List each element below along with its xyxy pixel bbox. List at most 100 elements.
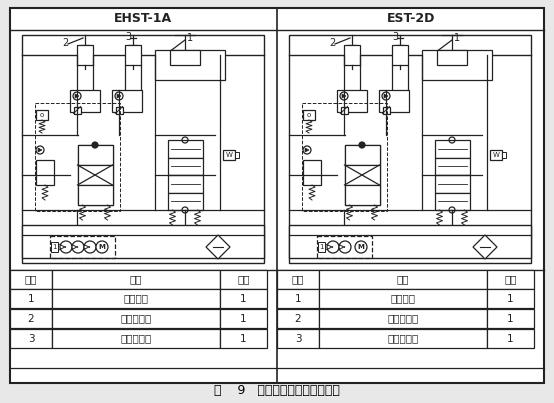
Text: 1: 1 — [454, 33, 460, 43]
Text: 名称: 名称 — [130, 274, 142, 285]
Circle shape — [382, 92, 390, 100]
Bar — [277, 309, 319, 328]
Bar — [422, 50, 492, 80]
Bar — [78, 185, 112, 205]
Text: 1: 1 — [240, 293, 247, 303]
Bar — [289, 225, 531, 258]
Bar — [10, 289, 52, 308]
Bar — [115, 106, 122, 114]
Bar — [502, 152, 506, 158]
Bar — [337, 90, 367, 112]
Text: 序号: 序号 — [292, 274, 304, 285]
Bar — [22, 225, 264, 258]
Bar — [344, 45, 360, 65]
Bar — [277, 289, 319, 308]
Text: W: W — [493, 152, 500, 158]
Bar — [345, 185, 379, 205]
Bar — [125, 45, 141, 65]
Bar — [487, 270, 534, 289]
Text: 主控制阀: 主控制阀 — [391, 293, 416, 303]
Bar — [74, 106, 80, 114]
Bar — [220, 309, 267, 328]
Bar — [487, 289, 534, 308]
Circle shape — [96, 241, 108, 253]
Text: 1: 1 — [240, 334, 247, 343]
Bar — [36, 110, 48, 120]
Bar — [22, 35, 264, 263]
Bar — [170, 50, 200, 65]
Text: 2: 2 — [329, 38, 335, 48]
Polygon shape — [117, 94, 121, 98]
Bar — [487, 309, 534, 328]
Text: 1: 1 — [28, 293, 34, 303]
Polygon shape — [75, 94, 79, 98]
Text: 数量: 数量 — [237, 274, 250, 285]
Text: 举升液压缸: 举升液压缸 — [120, 334, 152, 343]
Bar — [319, 289, 487, 308]
Bar — [52, 270, 220, 289]
Bar — [319, 329, 487, 348]
Bar — [434, 193, 469, 210]
Bar — [434, 158, 469, 175]
Bar — [345, 145, 379, 165]
Text: W: W — [225, 152, 233, 158]
Bar — [78, 165, 112, 185]
Bar — [167, 140, 203, 158]
Bar — [434, 175, 469, 193]
Text: 1: 1 — [295, 293, 301, 303]
Text: 1: 1 — [240, 314, 247, 324]
Bar — [77, 45, 93, 65]
Text: 举升液压缸: 举升液压缸 — [387, 334, 419, 343]
Bar — [490, 150, 502, 160]
Bar — [318, 242, 325, 252]
Text: 1: 1 — [507, 334, 514, 343]
Bar — [345, 165, 379, 185]
Bar — [487, 329, 534, 348]
Circle shape — [72, 241, 84, 253]
Circle shape — [355, 241, 367, 253]
Bar — [51, 242, 58, 252]
Text: 序号: 序号 — [25, 274, 37, 285]
Bar — [277, 270, 319, 289]
Bar — [319, 309, 487, 328]
Bar — [220, 329, 267, 348]
Text: 数量: 数量 — [504, 274, 517, 285]
Circle shape — [339, 241, 351, 253]
Bar — [317, 236, 372, 258]
Circle shape — [303, 146, 311, 154]
Bar — [303, 110, 315, 120]
Text: 1: 1 — [507, 293, 514, 303]
Bar — [167, 175, 203, 193]
Circle shape — [359, 142, 365, 148]
Bar — [70, 90, 100, 112]
Text: 2: 2 — [28, 314, 34, 324]
Circle shape — [92, 142, 98, 148]
Bar — [167, 193, 203, 210]
Text: M: M — [357, 244, 365, 250]
Text: 3: 3 — [28, 334, 34, 343]
Bar — [35, 103, 120, 211]
Circle shape — [60, 241, 72, 253]
Bar — [319, 270, 487, 289]
Text: 1: 1 — [319, 244, 324, 250]
Bar — [289, 35, 531, 263]
Text: 名称: 名称 — [397, 274, 409, 285]
Circle shape — [115, 92, 123, 100]
Bar — [167, 158, 203, 175]
Text: EST-2D: EST-2D — [387, 12, 435, 25]
Text: 倾翻液压缸: 倾翻液压缸 — [387, 314, 419, 324]
Polygon shape — [473, 235, 497, 259]
Bar — [52, 309, 220, 328]
Polygon shape — [305, 148, 309, 152]
Bar — [382, 106, 389, 114]
Text: M: M — [99, 244, 105, 250]
Bar — [78, 145, 112, 165]
Bar — [220, 270, 267, 289]
Text: 1: 1 — [507, 314, 514, 324]
Bar — [10, 309, 52, 328]
Circle shape — [36, 146, 44, 154]
Text: 3: 3 — [392, 32, 398, 42]
Text: EHST-1A: EHST-1A — [114, 12, 172, 25]
Text: 1: 1 — [187, 33, 193, 43]
Circle shape — [340, 92, 348, 100]
